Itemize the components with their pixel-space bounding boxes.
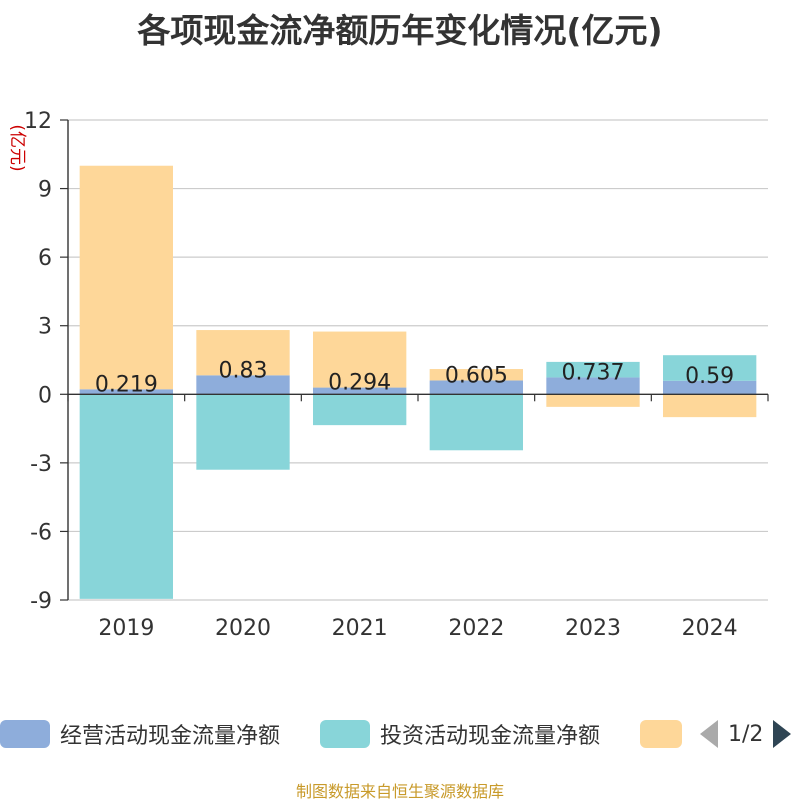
data-labels: 0.219 0.83 0.294 0.605 0.737 0.59 — [95, 358, 734, 397]
pager-page-text: 1/2 — [728, 721, 764, 747]
legend-item-operating[interactable]: 经营活动现金流量净额 — [0, 716, 280, 752]
bar-financing-2021[interactable] — [313, 331, 407, 388]
bar-operating-2021[interactable] — [313, 387, 407, 395]
legend-swatch-investing — [320, 720, 370, 748]
legend-pager: 1/2 — [700, 716, 792, 752]
legend-label-investing: 投资活动现金流量净额 — [380, 724, 601, 749]
x-tick-label: 2024 — [682, 616, 738, 641]
y-tick-label: 9 — [38, 178, 52, 203]
bar-financing-2022[interactable] — [429, 369, 523, 381]
bars — [79, 165, 757, 599]
data-label-operating: 0.59 — [685, 364, 734, 389]
y-axis-label: (亿元) — [7, 124, 27, 171]
bar-investing-2021[interactable] — [313, 394, 407, 426]
bar-financing-2023[interactable] — [546, 394, 640, 407]
x-tick-label: 2023 — [565, 616, 621, 641]
y-tick-label: 12 — [24, 109, 52, 134]
legend: 经营活动现金流量净额 投资活动现金流量净额 — [0, 716, 800, 752]
x-tick-label: 2019 — [98, 616, 154, 641]
legend-swatch-financing — [640, 720, 682, 748]
y-tick-label: 3 — [38, 315, 52, 340]
pager-prev-icon[interactable] — [700, 720, 718, 748]
y-tick-label: -3 — [30, 452, 52, 477]
y-tick-label: 0 — [38, 383, 52, 408]
y-tick-label: 6 — [38, 246, 52, 271]
data-label-operating: 0.737 — [562, 360, 625, 385]
bar-financing-2019[interactable] — [79, 165, 173, 390]
bar-operating-2024[interactable] — [663, 380, 757, 395]
pager-next-icon[interactable] — [773, 720, 792, 748]
bar-investing-2022[interactable] — [429, 394, 523, 451]
legend-swatch-operating — [0, 720, 50, 748]
bar-financing-2020[interactable] — [196, 330, 290, 376]
chart-title: 各项现金流净额历年变化情况(亿元) — [137, 11, 663, 50]
bar-investing-2023[interactable] — [546, 361, 640, 378]
legend-label-operating: 经营活动现金流量净额 — [60, 724, 281, 749]
bar-investing-2019[interactable] — [79, 394, 173, 599]
y-tick-label: -6 — [30, 520, 52, 545]
bar-investing-2020[interactable] — [196, 394, 290, 470]
legend-item-financing[interactable] — [640, 716, 692, 752]
legend-item-investing[interactable]: 投资活动现金流量净额 — [320, 716, 600, 752]
y-tick-label: -9 — [30, 589, 52, 614]
axes: 12 9 6 3 0 -3 -6 -9 2019 2020 2021 2022 2023 2024 — [24, 109, 769, 641]
bar-operating-2023[interactable] — [546, 377, 640, 395]
x-tick-label: 2020 — [215, 616, 271, 641]
bar-operating-2019[interactable] — [79, 389, 173, 395]
source-note: 制图数据来自恒生聚源数据库 — [295, 782, 504, 801]
data-label-operating: 0.605 — [445, 363, 508, 388]
data-label-operating: 0.83 — [219, 358, 268, 383]
data-label-operating: 0.219 — [95, 372, 158, 397]
data-label-operating: 0.294 — [328, 371, 391, 396]
bar-investing-2024[interactable] — [663, 355, 757, 381]
grid-lines — [68, 119, 768, 601]
bar-operating-2020[interactable] — [196, 375, 290, 395]
x-tick-label: 2021 — [332, 616, 388, 641]
bar-operating-2022[interactable] — [429, 380, 523, 395]
x-tick-label: 2022 — [448, 616, 504, 641]
bar-financing-2024[interactable] — [663, 394, 757, 418]
